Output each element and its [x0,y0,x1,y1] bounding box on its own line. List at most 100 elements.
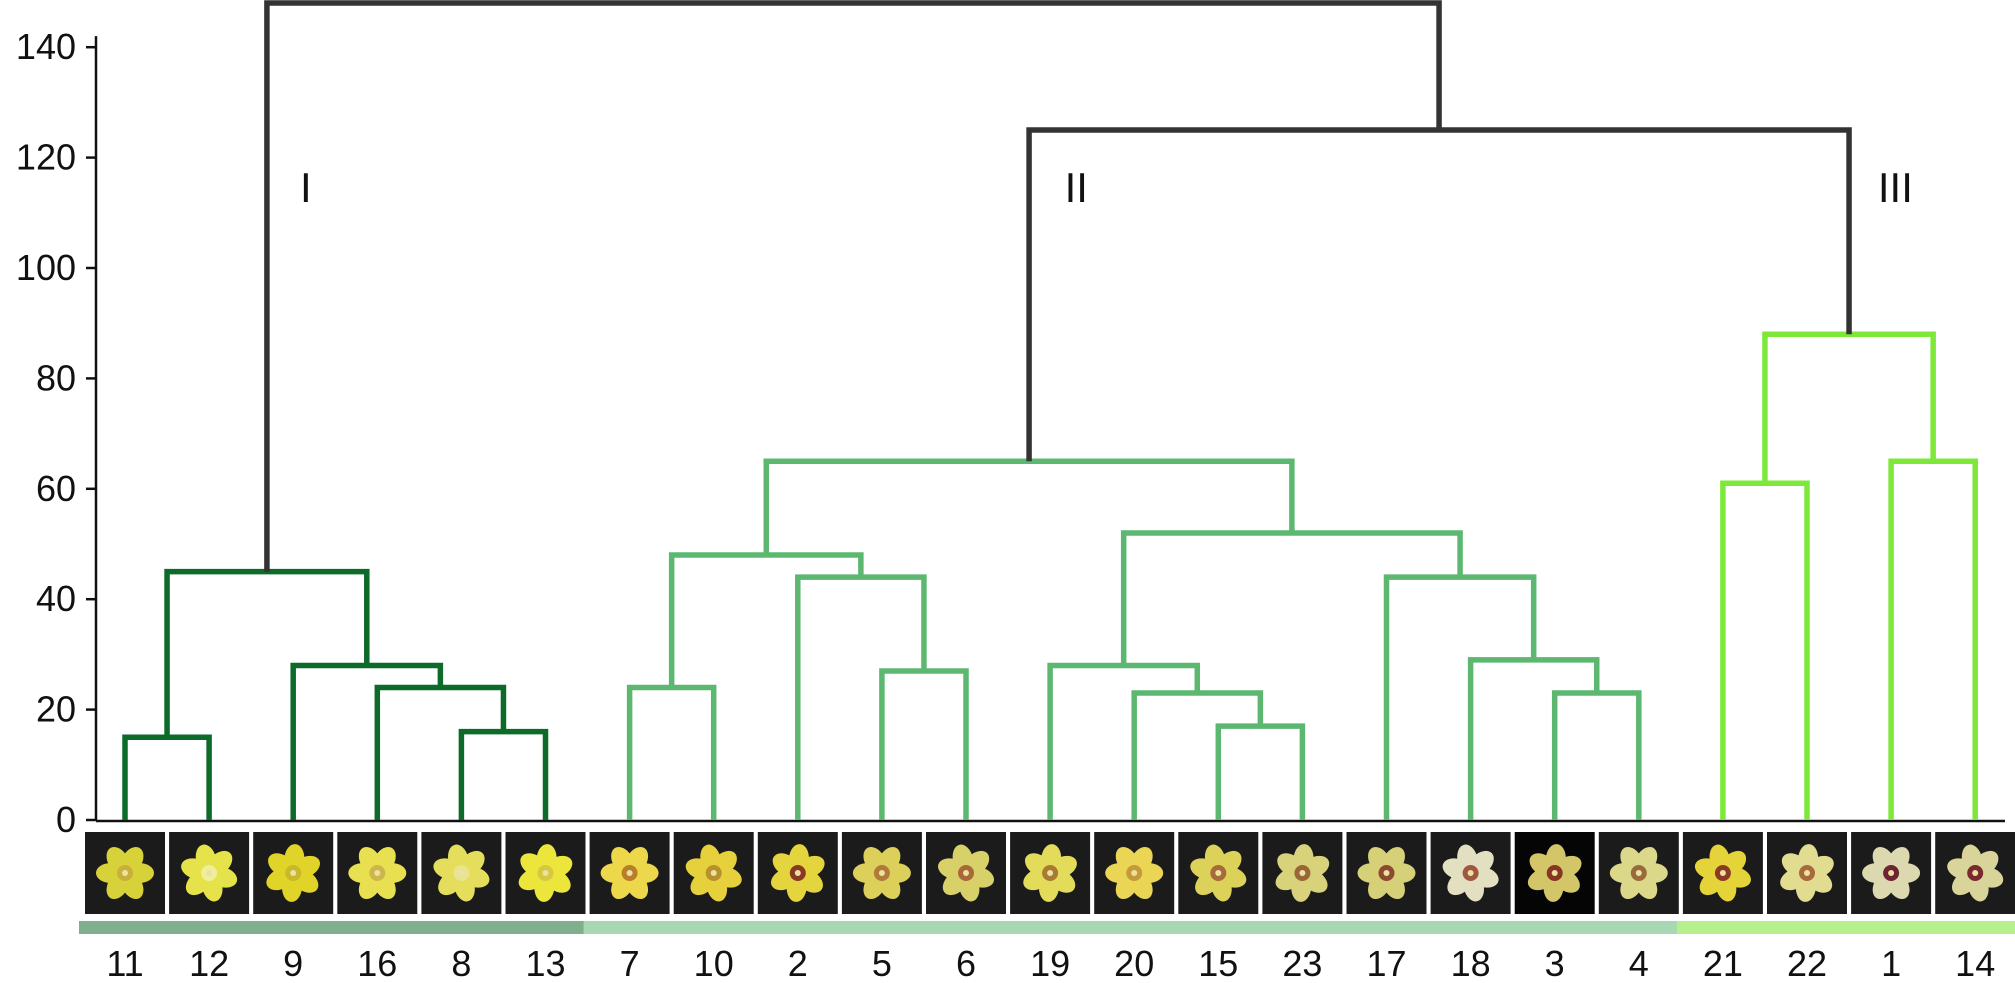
leaf-label-21: 21 [1703,943,1743,983]
leaf-label-11: 11 [106,943,143,983]
cluster-label-II: II [1065,164,1088,211]
flower-photo-17 [1346,832,1427,914]
dendrogram-tree [122,0,1978,820]
merge-link-e [164,568,370,738]
flower-stamen [963,870,969,876]
y-tick-label: 20 [36,689,76,730]
flower-photo-7 [589,832,670,914]
merge-link-u [1026,127,1852,462]
y-tick-label: 80 [36,357,76,398]
y-tick-label: 40 [36,578,76,619]
flower-photo-9 [253,832,334,914]
flower-stamen [1131,870,1138,876]
flower-stamen [1719,870,1726,876]
leaf-label-15: 15 [1198,943,1238,983]
merge-link-k [1131,690,1264,820]
leaf-label-12: 12 [189,943,229,983]
leaf-label-2: 2 [788,943,808,983]
flower-photo-6 [926,832,1006,914]
merge-link-m [1551,690,1642,820]
flower-stamen [710,870,717,876]
y-tick-label: 100 [16,247,76,288]
flower-stamen [1635,870,1642,876]
merge-link-j [1215,723,1306,820]
leaf-label-10: 10 [694,943,734,983]
flower-stamen [1047,870,1054,876]
flower-stamen [542,870,549,876]
flower-photo-18 [1430,832,1511,914]
leaf-label-5: 5 [872,943,892,983]
flower-stamen [1299,870,1306,876]
flower-photo-3 [1514,832,1595,914]
flower-photo-13 [505,832,586,914]
leaf-label-3: 3 [1545,943,1565,983]
merge-link-a [122,734,212,820]
flower-stamen [1972,870,1979,876]
merge-link-h [795,574,927,820]
leaf-label-20: 20 [1114,943,1154,983]
flower-photo-11 [85,832,165,914]
leaf-label-7: 7 [620,943,640,983]
merge-link-g [879,668,969,820]
cluster-bar-I [79,921,592,934]
flower-stamen [206,870,213,876]
merge-link-r [1720,480,1810,820]
flower-stamen [878,870,885,876]
flower-photo-22 [1767,832,1847,914]
y-tick-label: 140 [16,26,76,67]
cluster-label-III: III [1878,164,1913,211]
leaf-label-14: 14 [1955,943,1995,983]
flower-stamen [374,870,381,876]
leaf-label-22: 22 [1787,943,1827,983]
flower-stamen [1804,870,1810,876]
flower-stamen [626,870,633,876]
flower-photo-12 [169,832,250,914]
leaf-label-19: 19 [1030,943,1070,983]
flower-photo-20 [1094,832,1175,914]
merge-link-o [1383,574,1537,820]
cluster-bar-III [1676,921,2015,934]
y-tick-label: 120 [16,137,76,178]
leaf-label-4: 4 [1629,943,1649,983]
flower-photo-1 [1851,832,1932,914]
flower-photo-23 [1262,832,1343,914]
flower-photo-19 [1010,832,1091,914]
leaf-label-16: 16 [357,943,397,983]
flower-photo-15 [1178,832,1259,914]
cluster-bar-II [583,921,1685,934]
merge-link-q [763,458,1295,556]
y-tick-label: 0 [56,799,76,840]
flower-photo-16 [337,832,418,914]
leaf-label-18: 18 [1451,943,1491,983]
merge-link-c [374,684,507,820]
leaf-labels: 11 12 9 16 8 13 7 10 2 5 6 19 20 15 23 17 18 3 4 21 22 1 14 [106,943,1995,983]
flower-photo-5 [841,832,922,914]
flower-stamen [1888,870,1895,876]
flower-photo-4 [1598,832,1679,914]
leaf-label-17: 17 [1366,943,1406,983]
leaf-label-13: 13 [525,943,565,983]
leaf-label-23: 23 [1282,943,1322,983]
merge-link-s [1888,458,1978,820]
flower-stamen [1215,870,1222,876]
merge-link-f [626,684,717,820]
flower-stamen [1551,870,1558,876]
flower-stamen [794,870,801,876]
merge-link-v [264,0,1442,572]
cluster-label-I: I [300,164,312,211]
flower-stamen [458,870,465,876]
flower-stamen [1383,870,1390,876]
y-tick-label: 60 [36,468,76,509]
flower-photo-14 [1935,832,2015,914]
flower-photo-21 [1682,832,1763,914]
merge-link-n [1467,657,1600,820]
y-axis: 0 20 40 60 80 100 120 140 [16,26,2005,840]
flower-stamen [290,870,297,876]
merge-link-b [458,728,549,820]
cluster-bars [79,921,2015,934]
flower-photo-10 [673,832,754,914]
leaf-label-6: 6 [956,943,976,983]
leaf-label-9: 9 [283,943,303,983]
cluster-labels: I II III [300,164,1913,211]
flower-stamen [122,870,128,876]
